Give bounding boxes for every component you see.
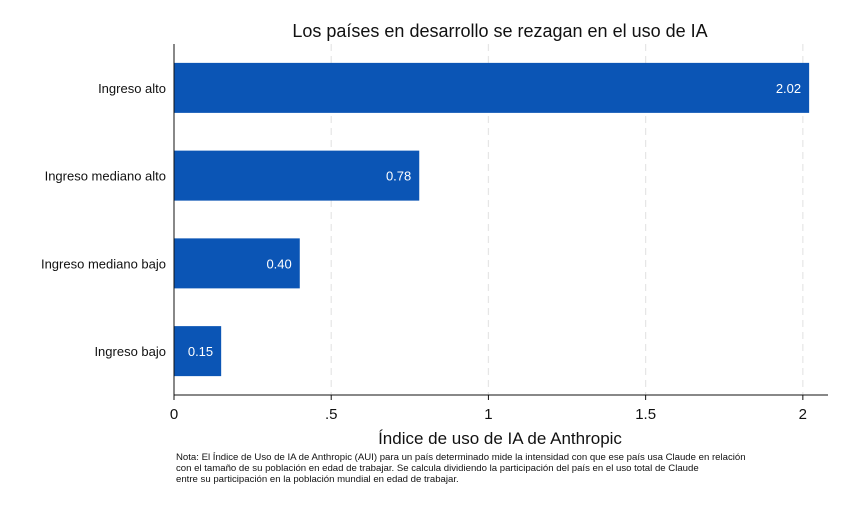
category-label: Ingreso mediano bajo [41, 256, 166, 271]
x-tick-label: 0 [170, 406, 178, 423]
data-label: 0.15 [188, 344, 213, 359]
data-label: 0.40 [266, 256, 291, 271]
bar [174, 150, 420, 201]
category-label: Ingreso alto [98, 81, 166, 96]
x-axis-title: Índice de uso de IA de Anthropic [378, 429, 622, 448]
bar [174, 62, 810, 113]
bar [174, 326, 222, 377]
category-label: Ingreso bajo [94, 344, 166, 359]
footnote-line: con el tamaño de su población en edad de… [176, 463, 699, 474]
footnote-line: entre su participación en la población m… [176, 474, 459, 485]
x-tick-label: 1.5 [635, 406, 656, 423]
data-label: 0.78 [386, 169, 411, 184]
x-tick-label: 2 [799, 406, 807, 423]
bar [174, 238, 300, 289]
footnote: Nota: El Índice de Uso de IA de Anthropi… [176, 452, 836, 485]
axes: Ingreso alto Ingreso mediano alto Ingreso … [41, 44, 828, 423]
bars: 2.02 0.78 0.40 0.15 [174, 62, 810, 377]
footnote-line: Nota: El Índice de Uso de IA de Anthropi… [176, 452, 746, 463]
x-tick-label: .5 [325, 406, 338, 423]
chart-title: Los países en desarrollo se rezagan en e… [292, 21, 707, 41]
x-tick-label: 1 [484, 406, 492, 423]
gridlines [330, 44, 804, 395]
category-label: Ingreso mediano alto [45, 169, 166, 184]
data-label: 2.02 [776, 81, 801, 96]
